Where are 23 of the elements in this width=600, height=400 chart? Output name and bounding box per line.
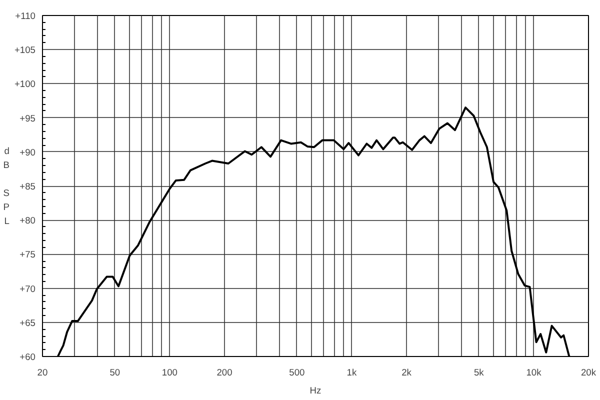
x-tick-label: 20k (580, 368, 596, 378)
x-tick-label: 20 (37, 368, 48, 378)
y-tick-label: +105 (14, 45, 36, 56)
y-tick-label: +75 (20, 250, 36, 260)
x-tick-label: 5k (474, 368, 484, 378)
y-tick-label: +60 (20, 352, 36, 362)
x-tick-label: 200 (216, 368, 232, 378)
y-tick-label: +80 (20, 216, 36, 226)
x-tick-label: 1k (346, 368, 357, 378)
text: dB SPL (3, 146, 10, 226)
x-tick-label: 500 (289, 368, 305, 378)
y-tick-label: +100 (14, 79, 36, 90)
y-tick-label: +110 (15, 11, 36, 21)
x-tick-label: 2k (402, 368, 412, 378)
y-tick-label: +65 (20, 318, 36, 328)
y-tick-label: +95 (20, 113, 36, 124)
x-axis-title: Hz (310, 386, 322, 396)
y-tick-label: +90 (20, 147, 36, 158)
x-tick-label: 100 (162, 368, 178, 378)
x-tick-label: 10k (526, 368, 542, 378)
x-tick-label: 50 (110, 368, 120, 378)
y-tick-label: +70 (20, 284, 36, 294)
y-tick-label: +85 (20, 182, 36, 192)
